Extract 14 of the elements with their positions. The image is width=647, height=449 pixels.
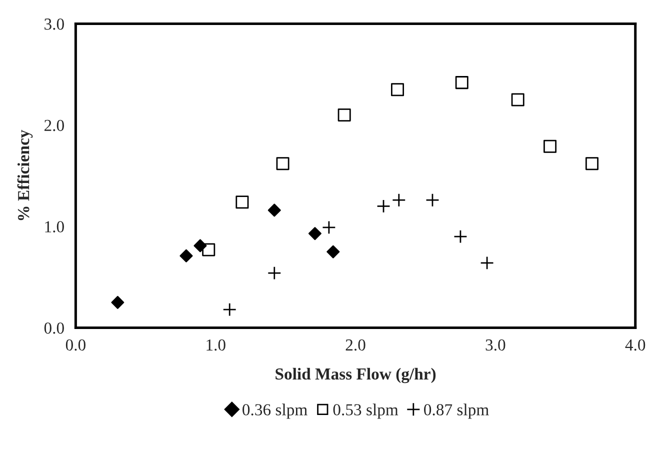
x-tick-label: 0.0 <box>66 339 86 351</box>
legend-label: 0.36 slpm <box>242 404 308 419</box>
x-tick-label: 4.0 <box>625 339 646 351</box>
x-tick-label: 2.0 <box>346 339 366 351</box>
legend-label: 0.87 slpm <box>424 404 489 419</box>
legend-label: 0.53 slpm <box>333 404 398 419</box>
y-tick-label: 3.0 <box>44 18 64 30</box>
y-tick-label: 1.0 <box>45 221 64 232</box>
x-tick-label: 1.0 <box>206 339 226 351</box>
y-axis-title: % Efficiency <box>17 130 33 220</box>
x-axis-title: Solid Mass Flow (g/hr) <box>276 368 436 384</box>
y-tick-label: 2.0 <box>44 120 64 132</box>
x-tick-label: 3.0 <box>486 339 506 351</box>
y-tick-label: 0.0 <box>44 322 64 334</box>
